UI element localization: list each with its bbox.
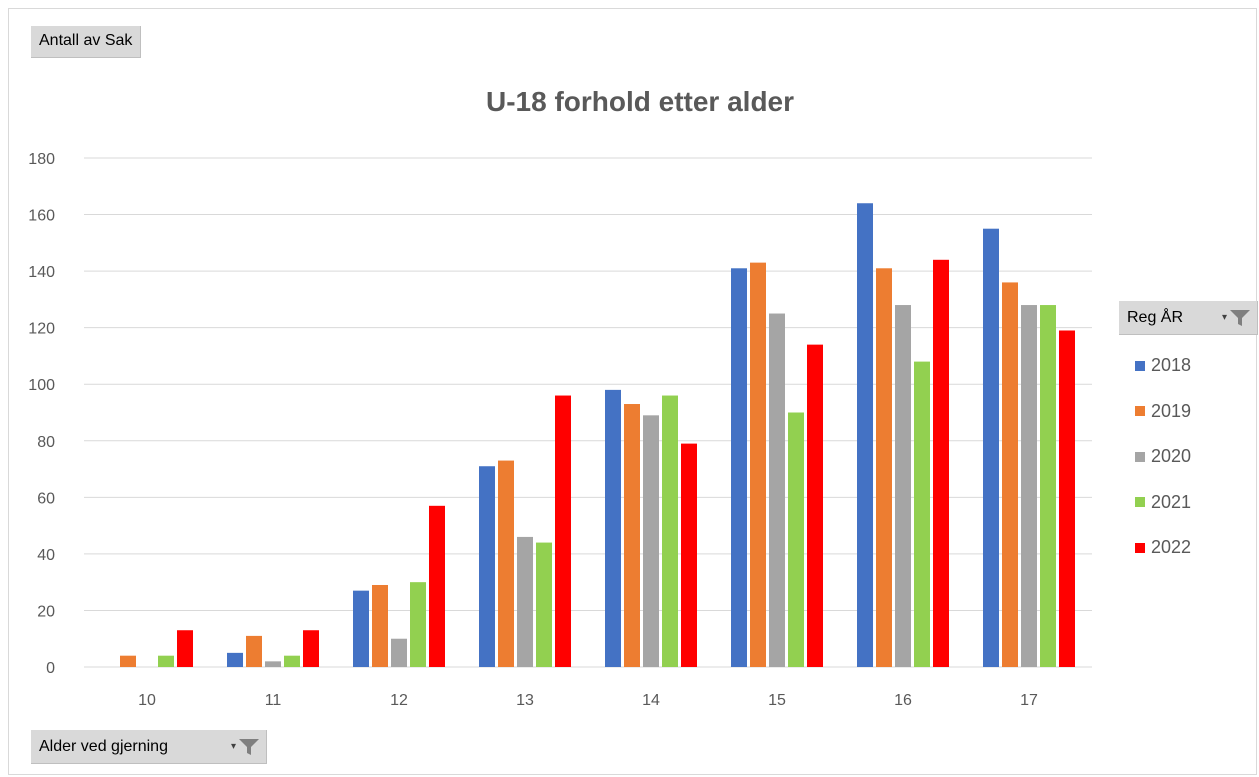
legend-swatch <box>1135 360 1145 371</box>
bar-2019-10 <box>120 655 136 667</box>
legend-item-2018[interactable]: 2018 <box>1135 343 1191 389</box>
y-tick-label: 0 <box>46 660 55 677</box>
bar-2019-16 <box>876 268 892 667</box>
x-tick-label: 14 <box>642 692 660 709</box>
legend-label: 2019 <box>1151 400 1192 421</box>
bar-2019-11 <box>246 635 262 667</box>
legend-item-2021[interactable]: 2021 <box>1135 480 1191 526</box>
y-tick-label: 80 <box>37 434 55 451</box>
bar-2021-11 <box>284 655 300 667</box>
legend-label: 2020 <box>1151 446 1192 467</box>
bar-2021-17 <box>1040 305 1056 667</box>
bar-2019-17 <box>1002 282 1018 667</box>
bar-2018-13 <box>479 466 495 667</box>
x-tick-label: 15 <box>768 692 786 709</box>
bar-2018-14 <box>605 389 621 667</box>
legend-label: 2018 <box>1151 355 1192 376</box>
x-tick-label: 11 <box>265 692 282 709</box>
bar-2022-14 <box>681 443 697 667</box>
bar-2022-10 <box>177 630 193 667</box>
bar-2021-10 <box>158 655 174 667</box>
legend-field-label: Reg ÅR <box>1127 309 1184 326</box>
y-tick-label: 20 <box>37 603 55 620</box>
legend-swatch <box>1135 542 1145 553</box>
legend-item-2020[interactable]: 2020 <box>1135 434 1191 480</box>
x-tick-label: 17 <box>1020 692 1038 709</box>
bar-2021-14 <box>662 395 678 667</box>
bar-2018-12 <box>353 590 369 667</box>
bar-2020-12 <box>391 638 407 667</box>
bar-2019-13 <box>498 460 514 667</box>
value-field-button[interactable]: Antall av Sak <box>31 26 142 58</box>
bar-2020-13 <box>517 536 533 667</box>
y-tick-label: 140 <box>28 264 55 281</box>
bar-2022-15 <box>807 344 823 667</box>
bar-2022-17 <box>1059 330 1075 667</box>
bar-2022-13 <box>555 395 571 667</box>
bar-2020-17 <box>1021 305 1037 667</box>
bar-2020-11 <box>265 661 281 667</box>
chart-legend: 2018 2019 2020 2021 2022 <box>1135 343 1191 571</box>
bar-2021-13 <box>536 542 552 667</box>
legend-item-2019[interactable]: 2019 <box>1135 389 1191 435</box>
legend-swatch <box>1135 497 1145 508</box>
dropdown-arrow-icon: ▾ <box>230 740 236 752</box>
chart-frame <box>8 8 1257 775</box>
bar-2018-17 <box>983 228 999 667</box>
bar-2018-15 <box>731 268 747 667</box>
legend-swatch <box>1135 406 1145 417</box>
x-tick-label: 13 <box>516 692 534 709</box>
filter-funnel-icon <box>1230 309 1250 326</box>
legend-item-2022[interactable]: 2022 <box>1135 525 1191 571</box>
bar-2021-16 <box>914 361 930 667</box>
bar-2019-15 <box>750 262 766 667</box>
legend-label: 2022 <box>1151 537 1192 558</box>
y-tick-label: 120 <box>28 321 55 338</box>
y-tick-label: 40 <box>37 547 55 564</box>
chart-title: U-18 forhold etter alder <box>485 86 795 117</box>
bar-2022-16 <box>933 259 949 667</box>
axis-field-button[interactable]: Alder ved gjerning ▾ <box>31 730 267 764</box>
bar-2020-14 <box>643 415 659 667</box>
bar-2022-12 <box>429 505 445 667</box>
bar-2022-11 <box>303 630 319 667</box>
x-tick-label: 12 <box>390 692 408 709</box>
axis-field-label: Alder ved gjerning <box>39 738 168 755</box>
x-tick-label: 16 <box>894 692 912 709</box>
value-field-label: Antall av Sak <box>39 32 133 49</box>
legend-field-button[interactable]: Reg ÅR ▾ <box>1119 301 1258 335</box>
y-tick-label: 60 <box>37 490 55 507</box>
bar-2020-15 <box>769 313 785 667</box>
legend-swatch <box>1135 451 1145 462</box>
y-tick-label: 180 <box>28 151 55 168</box>
bar-2021-15 <box>788 412 804 667</box>
dropdown-arrow-icon: ▾ <box>1221 311 1227 323</box>
bar-2019-12 <box>372 584 388 667</box>
bar-2020-16 <box>895 305 911 667</box>
legend-label: 2021 <box>1151 491 1192 512</box>
filter-funnel-icon <box>239 738 259 755</box>
y-tick-label: 160 <box>28 208 55 225</box>
bar-2018-11 <box>227 652 243 667</box>
x-tick-label: 10 <box>138 692 156 709</box>
y-tick-label: 100 <box>28 377 55 394</box>
bar-2021-12 <box>410 582 426 667</box>
bar-2018-16 <box>857 203 873 667</box>
bar-2019-14 <box>624 404 640 667</box>
